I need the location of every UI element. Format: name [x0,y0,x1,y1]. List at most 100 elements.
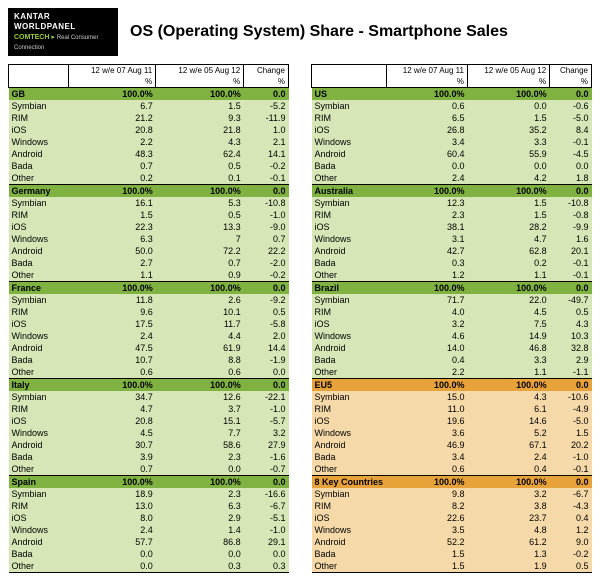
value-cell: 5.3 [156,197,244,209]
os-row: Symbian6.71.5-5.2 [9,100,289,112]
logo-line1: KANTAR WORLDPANEL [14,12,112,33]
value-cell: 1.1 [69,269,156,282]
value-cell: -9.0 [244,221,289,233]
os-name: Android [9,439,69,451]
col-header [9,65,69,77]
value-cell: 1.9 [467,560,549,573]
value-cell: 0.7 [69,160,156,172]
value-cell: -4.3 [550,500,592,512]
os-name: Other [9,172,69,185]
os-name: iOS [312,415,387,427]
value-cell: 0.7 [156,257,244,269]
os-name: RIM [9,403,69,415]
os-row: Android48.362.414.1 [9,148,289,160]
value-cell: -0.2 [550,548,592,560]
total-cell: 100.0% [386,88,467,101]
total-cell: 0.0 [550,185,592,198]
value-cell: -6.7 [550,488,592,500]
value-cell: 3.2 [244,427,289,439]
os-row: RIM4.04.50.5 [312,306,592,318]
value-cell: 22.0 [467,294,549,306]
total-cell: 100.0% [69,88,156,101]
value-cell: 1.1 [467,366,549,379]
value-cell: 0.0 [244,366,289,379]
right-thead: 12 w/e 07 Aug 1112 w/e 05 Aug 12Change%%… [312,65,592,88]
total-cell: 0.0 [244,185,289,198]
os-name: Symbian [312,197,387,209]
os-row: Bada0.43.32.9 [312,354,592,366]
os-row: Other1.51.90.5 [312,560,592,573]
os-name: Bada [9,160,69,172]
os-name: Other [312,463,387,476]
country-name: Spain [9,476,69,489]
col-subheader [312,76,387,88]
value-cell: 0.5 [156,209,244,221]
os-name: Windows [9,330,69,342]
os-row: iOS17.511.7-5.8 [9,318,289,330]
value-cell: 3.4 [386,451,467,463]
value-cell: 0.4 [386,354,467,366]
os-row: Bada3.92.3-1.6 [9,451,289,463]
total-cell: 100.0% [156,476,244,489]
os-row: Bada0.30.2-0.1 [312,257,592,269]
os-row: Symbian11.82.6-9.2 [9,294,289,306]
os-row: Windows4.57.73.2 [9,427,289,439]
os-name: Bada [9,451,69,463]
value-cell: 67.1 [467,439,549,451]
os-name: Windows [9,233,69,245]
value-cell: -5.7 [244,415,289,427]
page-title: OS (Operating System) Share - Smartphone… [130,23,508,41]
os-row: Symbian16.15.3-10.8 [9,197,289,209]
value-cell: 0.9 [156,269,244,282]
country-name: 8 Key Countries [312,476,387,489]
os-name: Other [9,463,69,476]
value-cell: 9.0 [550,536,592,548]
os-name: Android [312,148,387,160]
total-cell: 100.0% [467,282,549,295]
os-name: Bada [9,257,69,269]
value-cell: 4.7 [467,233,549,245]
col-subheader: % [69,76,156,88]
value-cell: 32.8 [550,342,592,354]
value-cell: -1.0 [244,524,289,536]
os-name: Bada [9,548,69,560]
value-cell: -0.1 [244,172,289,185]
os-name: iOS [312,318,387,330]
os-name: Windows [312,136,387,148]
value-cell: -0.2 [244,160,289,172]
value-cell: 50.0 [69,245,156,257]
os-name: Bada [312,548,387,560]
col-header: 12 w/e 07 Aug 11 [69,65,156,77]
os-name: Other [9,366,69,379]
col-header: Change [244,65,289,77]
value-cell: 0.6 [386,100,467,112]
value-cell: -5.8 [244,318,289,330]
value-cell: 61.2 [467,536,549,548]
os-row: Other0.60.60.0 [9,366,289,379]
col-header: 12 w/e 07 Aug 11 [386,65,467,77]
total-cell: 100.0% [156,282,244,295]
os-row: Windows2.41.4-1.0 [9,524,289,536]
value-cell: 38.1 [386,221,467,233]
os-name: iOS [9,318,69,330]
os-name: Windows [9,524,69,536]
value-cell: 0.0 [244,548,289,560]
os-row: Windows2.44.42.0 [9,330,289,342]
value-cell: 21.8 [156,124,244,136]
os-name: Symbian [312,294,387,306]
header: KANTAR WORLDPANEL COMTECH ▸ Real Consume… [8,8,592,56]
value-cell: 29.1 [244,536,289,548]
os-name: Symbian [9,197,69,209]
os-row: Bada3.42.4-1.0 [312,451,592,463]
value-cell: 2.4 [467,451,549,463]
value-cell: 17.5 [69,318,156,330]
col-header: 12 w/e 05 Aug 12 [467,65,549,77]
os-row: iOS3.27.54.3 [312,318,592,330]
value-cell: 6.3 [156,500,244,512]
value-cell: 20.8 [69,415,156,427]
value-cell: 2.4 [69,330,156,342]
value-cell: -1.0 [244,403,289,415]
value-cell: -1.1 [550,366,592,379]
value-cell: -11.9 [244,112,289,124]
os-row: Symbian18.92.3-16.6 [9,488,289,500]
